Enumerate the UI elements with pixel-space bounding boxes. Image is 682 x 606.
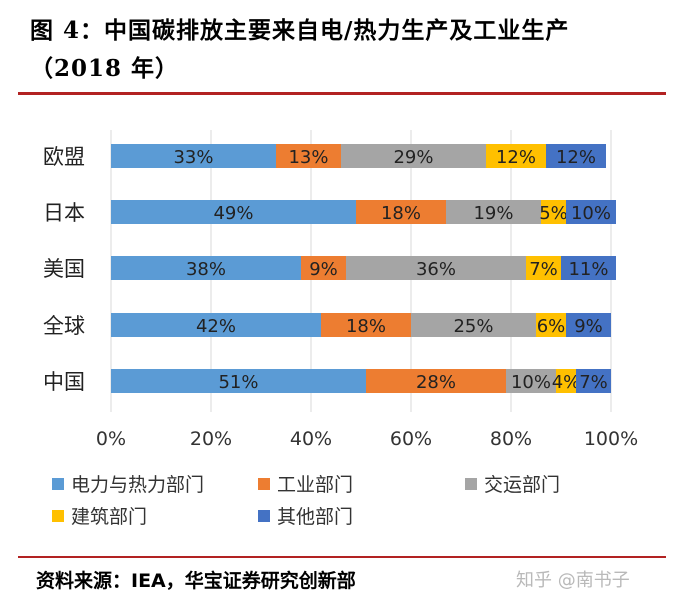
- x-tick-label: 0%: [96, 428, 126, 450]
- bar-segment: [526, 256, 561, 280]
- data-label: 4%: [552, 372, 581, 393]
- stacked-bar-chart: 0% 20% 40% 60% 80% 100% 欧盟 33% 13% 29% 12% 12% 日本 49%…: [43, 130, 638, 528]
- data-label: 9%: [574, 316, 603, 337]
- data-label: 29%: [393, 147, 433, 168]
- x-tick-label: 100%: [584, 428, 638, 450]
- data-label: 6%: [537, 316, 566, 337]
- x-tick-label: 20%: [190, 428, 232, 450]
- bar-segment: [411, 313, 536, 337]
- bar-segment: [561, 256, 616, 280]
- x-tick-label: 60%: [390, 428, 432, 450]
- bar-segment: [556, 369, 576, 393]
- bar-segment: [346, 256, 526, 280]
- bar-segment: [546, 144, 606, 168]
- legend-label: 电力与热力部门: [71, 474, 204, 496]
- data-label: 49%: [213, 203, 253, 224]
- data-label: 19%: [473, 203, 513, 224]
- bar-segment: [301, 256, 346, 280]
- legend-swatch: [52, 478, 64, 490]
- bar-segment: [321, 313, 411, 337]
- data-label: 10%: [511, 372, 551, 393]
- bar-segment: [111, 313, 321, 337]
- data-label: 7%: [529, 259, 558, 280]
- bar-segment: [366, 369, 506, 393]
- bar-segment: [111, 144, 276, 168]
- legend-swatch: [258, 510, 270, 522]
- data-label: 36%: [416, 259, 456, 280]
- category-label: 中国: [43, 370, 85, 394]
- bar-segment: [446, 200, 541, 224]
- bar-segment: [536, 313, 566, 337]
- data-label: 10%: [571, 203, 611, 224]
- data-label: 9%: [309, 259, 338, 280]
- data-label: 12%: [496, 147, 536, 168]
- bar-segment: [506, 369, 556, 393]
- category-label: 欧盟: [43, 145, 85, 169]
- bar-segment: [541, 200, 566, 224]
- watermark: 知乎 @南书子: [516, 570, 630, 591]
- legend-label: 工业部门: [277, 474, 353, 496]
- bar-segment: [111, 200, 356, 224]
- bar-segment: [276, 144, 341, 168]
- bar-segment: [566, 200, 616, 224]
- bar-segment: [486, 144, 546, 168]
- source-note: 资料来源：IEA，华宝证券研究创新部: [36, 570, 356, 592]
- footer-divider: [18, 556, 666, 558]
- data-label: 13%: [288, 147, 328, 168]
- data-label: 18%: [346, 316, 386, 337]
- category-label: 日本: [43, 201, 85, 225]
- x-tick-label: 40%: [290, 428, 332, 450]
- category-label: 美国: [43, 257, 85, 281]
- legend-label: 其他部门: [277, 506, 353, 528]
- category-label: 全球: [43, 314, 85, 338]
- figure-title: 图 4：中国碳排放主要来自电/热力生产及工业生产 （2018 年）: [30, 12, 670, 88]
- data-label: 11%: [568, 259, 608, 280]
- data-label: 12%: [556, 147, 596, 168]
- legend-swatch: [258, 478, 270, 490]
- data-label: 25%: [453, 316, 493, 337]
- bar-segment: [566, 313, 611, 337]
- data-label: 18%: [381, 203, 421, 224]
- data-label: 28%: [416, 372, 456, 393]
- legend-label: 交运部门: [484, 474, 560, 496]
- bar-segment: [111, 256, 301, 280]
- x-tick-label: 80%: [490, 428, 532, 450]
- bar-segment: [576, 369, 611, 393]
- figure-title-line-2: （2018 年）: [30, 55, 180, 82]
- data-label: 42%: [196, 316, 236, 337]
- bar-segment: [341, 144, 486, 168]
- data-label: 38%: [186, 259, 226, 280]
- bar-segment: [356, 200, 446, 224]
- data-label: 5%: [539, 203, 568, 224]
- data-label: 7%: [579, 372, 608, 393]
- figure-title-line-1: 图 4：中国碳排放主要来自电/热力生产及工业生产: [30, 17, 570, 44]
- legend-label: 建筑部门: [71, 506, 147, 528]
- legend-swatch: [52, 510, 64, 522]
- data-label: 51%: [218, 372, 258, 393]
- legend-swatch: [465, 478, 477, 490]
- title-divider: [18, 92, 666, 95]
- bar-segment: [111, 369, 366, 393]
- data-label: 33%: [173, 147, 213, 168]
